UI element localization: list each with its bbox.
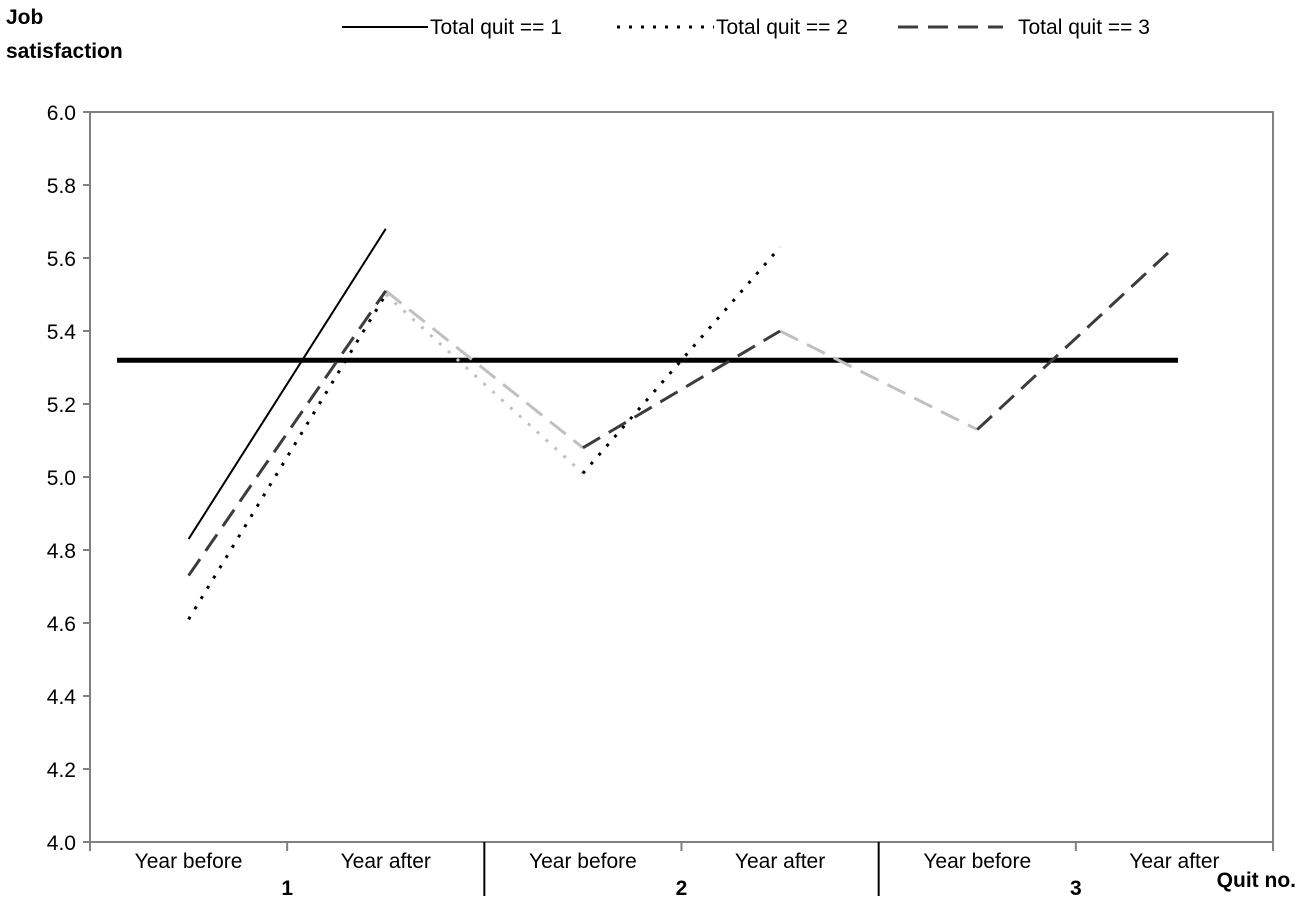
y-axis-label-line2: satisfaction (6, 40, 123, 63)
plot-area-frame (89, 111, 1274, 843)
legend-label-series-1: Total quit == 1 (430, 16, 562, 39)
x-category-label: Year before (135, 850, 243, 873)
y-tick-label: 4.6 (47, 613, 76, 636)
series-line-3 (582, 329, 781, 450)
x-category-label: Year after (1129, 850, 1219, 873)
x-category-label: Year before (923, 850, 1031, 873)
y-tick-label: 4.8 (47, 540, 76, 563)
y-tick-label: 6.0 (47, 102, 76, 125)
x-axis-ticks: Year before Year after Year before Year aft… (89, 842, 1274, 900)
x-category-label: Year after (735, 850, 825, 873)
y-axis-label-line1: Job (6, 6, 43, 29)
connector-line-series-3 (384, 289, 584, 449)
legend: Total quit == 1 Total quit == 2 Total qu… (342, 16, 1150, 39)
connector-line-series-3 (779, 329, 978, 431)
series-line-1 (187, 228, 387, 540)
legend-label-series-2: Total quit == 2 (716, 16, 848, 39)
y-tick-label: 4.4 (47, 686, 77, 709)
y-tick-label: 5.2 (47, 394, 76, 417)
y-tick-label: 5.0 (47, 467, 76, 490)
series-line-3 (187, 289, 387, 577)
series-line-3 (976, 245, 1176, 431)
series-line-2 (581, 246, 782, 475)
y-axis-ticks: 4.0 4.2 4.4 4.6 4.8 5.0 5.2 5.4 5.6 5.8 6.0 (47, 102, 90, 855)
connector-layer (384, 289, 978, 475)
y-tick-label: 5.6 (47, 248, 76, 271)
y-tick-label: 5.8 (47, 175, 76, 198)
x-group-label: 1 (281, 877, 293, 900)
x-category-label: Year before (529, 850, 637, 873)
y-tick-label: 4.2 (47, 759, 76, 782)
connector-line-series-2 (384, 293, 584, 475)
x-category-label: Year after (341, 850, 431, 873)
legend-label-series-3: Total quit == 3 (1018, 16, 1150, 39)
y-tick-label: 4.0 (47, 832, 76, 855)
x-group-label: 2 (676, 877, 688, 900)
x-group-label: 3 (1070, 877, 1082, 900)
x-axis-label: Quit no. (1217, 869, 1296, 892)
series-layer (187, 228, 1176, 621)
series-line-2 (187, 293, 388, 621)
y-tick-label: 5.4 (47, 321, 77, 344)
